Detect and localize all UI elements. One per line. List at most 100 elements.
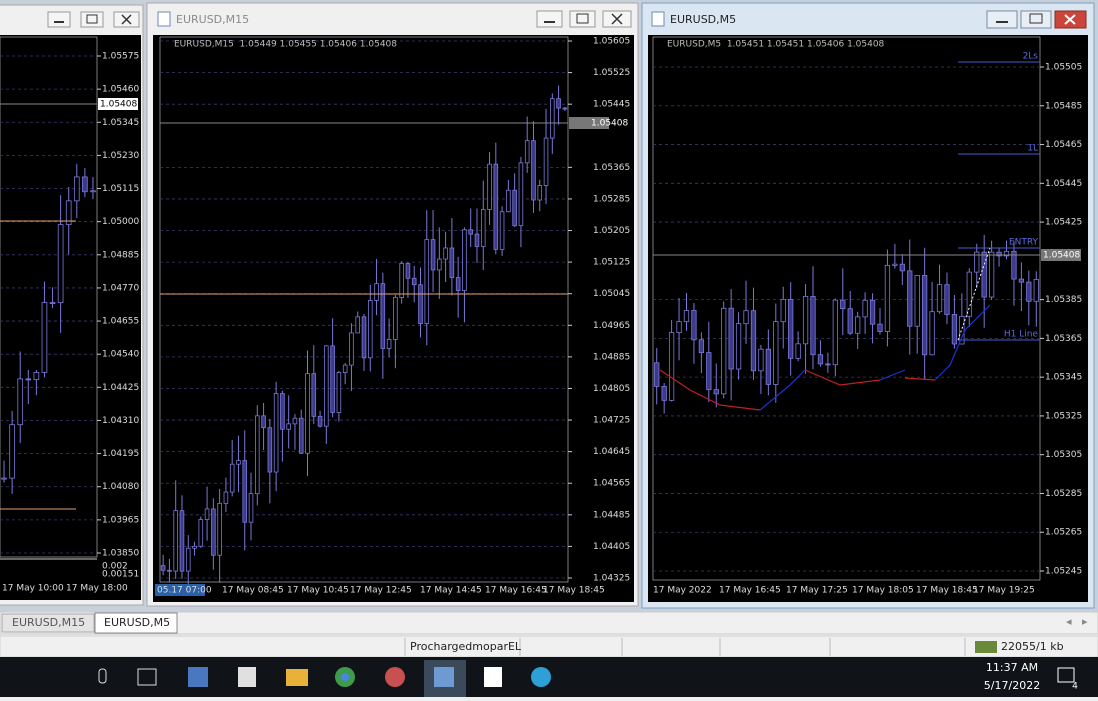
window-buttons[interactable]: [536, 10, 632, 28]
candle-body: [418, 284, 423, 324]
candle-body: [82, 176, 88, 193]
candle-body: [661, 386, 667, 401]
candle-body: [443, 247, 448, 260]
candle-body: [899, 263, 905, 272]
price-label: 1.05460: [102, 85, 139, 95]
tab[interactable]: [1, 613, 95, 633]
candle-body: [17, 378, 24, 426]
connection-icon: [975, 641, 997, 653]
candle-body: [944, 284, 950, 315]
price-label: 1.04080: [102, 482, 139, 492]
scroll-arrow[interactable]: ▸: [1082, 615, 1088, 628]
candle-body: [480, 209, 486, 247]
candle-body: [336, 372, 342, 413]
candle-body: [449, 247, 455, 278]
candle-body: [33, 372, 40, 381]
candle-body: [273, 393, 279, 473]
chart-area: [0, 35, 141, 600]
candle-body: [1003, 250, 1010, 257]
candle-body: [562, 107, 568, 110]
candle-body: [698, 339, 705, 354]
current-price-box: [1041, 249, 1081, 261]
candle-body: [810, 296, 816, 356]
candle-body: [654, 362, 660, 387]
candle-body: [974, 251, 980, 273]
level-label: H1 Line: [1004, 330, 1039, 340]
candle-body: [468, 229, 473, 235]
candle-body: [683, 310, 690, 323]
candle-body: [817, 354, 824, 365]
current-price: 1.05408: [100, 100, 137, 110]
clock-date: 5/17/2022: [984, 679, 1040, 692]
candle-body: [713, 389, 719, 395]
price-label: 1.04405: [593, 542, 630, 552]
price-label: 1.05125: [593, 258, 630, 268]
candle-body: [248, 493, 254, 523]
candle-body: [988, 251, 995, 298]
candle-body: [706, 352, 712, 391]
candle-body: [261, 415, 266, 429]
candle-body: [430, 239, 436, 271]
candle-body: [936, 284, 943, 313]
tab-active[interactable]: [94, 612, 178, 634]
indicator-label: 0.002: [102, 562, 128, 572]
candle-body: [1018, 278, 1025, 283]
tab-label[interactable]: EURUSD,M5: [104, 616, 170, 629]
candle-body: [223, 491, 229, 504]
level-label: 2Ls: [1023, 52, 1039, 62]
time-label: 17 May 10:45: [287, 586, 349, 596]
candle-body: [9, 424, 15, 479]
candle-body: [330, 345, 335, 413]
candle-body: [57, 224, 64, 304]
price-label: 1.05365: [593, 163, 630, 173]
candle-body: [298, 417, 304, 454]
plot-border: [652, 36, 1041, 581]
candle-body: [765, 348, 771, 385]
price-label: 1.05345: [1045, 373, 1082, 383]
price-label: 1.05445: [1045, 179, 1082, 189]
time-label: 17 May 2022: [653, 586, 712, 596]
candle-body: [192, 545, 197, 549]
notification-icon[interactable]: [1057, 667, 1075, 683]
candle-body: [255, 415, 260, 495]
candle-body: [455, 277, 461, 291]
chart-header: EURUSD,M5 1.05451 1.05451 1.05406 1.0540…: [667, 40, 885, 50]
candle-body: [743, 310, 749, 325]
price-label: 1.05445: [593, 100, 630, 110]
candle-body: [41, 302, 48, 373]
time-highlight: [155, 584, 205, 596]
candle-body: [1, 477, 7, 480]
candle-body: [1033, 279, 1039, 302]
candle-body: [386, 339, 392, 349]
price-label: 1.03850: [102, 549, 139, 559]
candle-body: [286, 423, 291, 430]
indicator-label: 0.00151: [102, 570, 139, 580]
time-label: 17 May 17:25: [786, 586, 848, 596]
candle-body: [951, 314, 958, 345]
window-buttons[interactable]: [47, 11, 140, 28]
candle-body: [914, 275, 920, 327]
candle-body: [405, 263, 411, 279]
candle-body: [179, 510, 185, 572]
candle-body: [198, 519, 204, 547]
candle-body: [355, 316, 361, 334]
candle-body: [399, 263, 404, 298]
price-label: 1.04725: [593, 416, 630, 426]
candle-body: [721, 307, 727, 395]
candle-body: [750, 310, 757, 372]
price-label: 1.04770: [102, 283, 139, 293]
candle-body: [795, 343, 801, 359]
candle-body: [49, 302, 56, 304]
scroll-arrow[interactable]: ◂: [1066, 615, 1072, 628]
window-buttons[interactable]: [986, 10, 1087, 29]
ma-red: [659, 369, 936, 411]
price-label: 1.05385: [1045, 295, 1082, 305]
level-label: 1L: [1027, 144, 1038, 154]
taskbar-icons[interactable]: [98, 660, 551, 697]
candle-body: [25, 378, 32, 381]
current-price: 1.05408: [1043, 251, 1080, 261]
price-label: 1.05265: [1045, 528, 1082, 538]
tab-label[interactable]: EURUSD,M15: [12, 616, 85, 629]
candle-body: [773, 321, 779, 385]
status-bar: [0, 635, 1098, 658]
